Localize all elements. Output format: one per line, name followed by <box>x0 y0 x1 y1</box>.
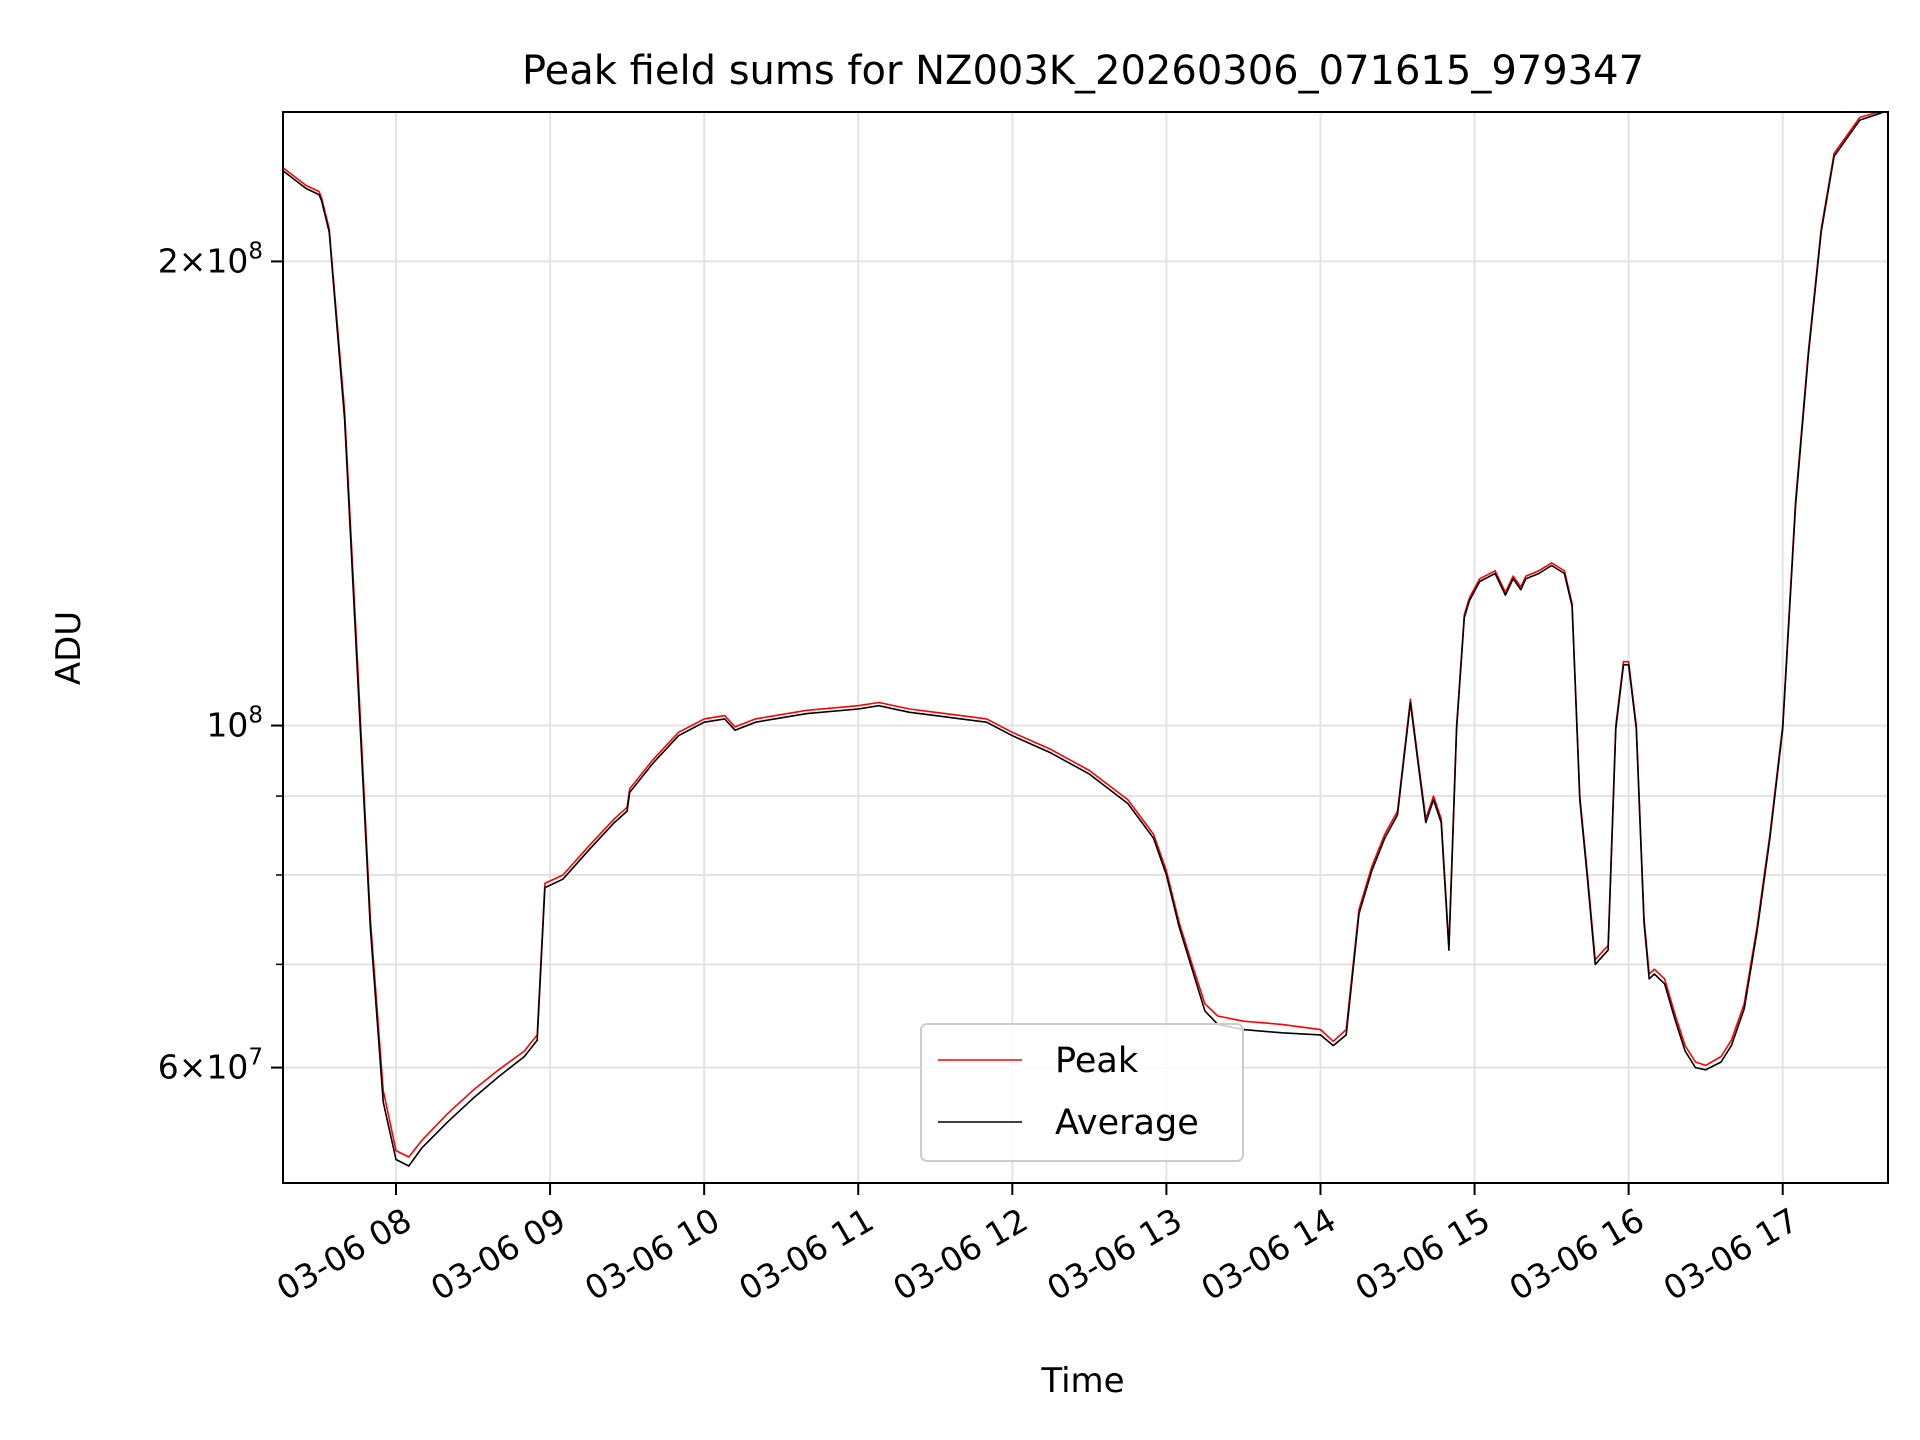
series-layer <box>283 112 1887 1167</box>
legend: Peak Average <box>920 1023 1244 1162</box>
plot-frame <box>282 111 1889 1184</box>
legend-box <box>920 1023 1244 1162</box>
y-tick-label: 2×108 <box>158 238 263 280</box>
series-line-average <box>283 112 1887 1167</box>
y-axis: 6×107 108 2×108 <box>158 238 283 1087</box>
legend-label-average: Average <box>1055 1103 1199 1143</box>
chart-title: Peak field sums for NZ003K_20260306_0716… <box>522 48 1644 94</box>
y-tick-label: 6×107 <box>158 1045 263 1087</box>
y-tick-label: 108 <box>206 703 263 745</box>
y-axis-label: ADU <box>49 611 89 685</box>
legend-label-peak: Peak <box>1055 1041 1139 1081</box>
x-axis-label: Time <box>1040 1361 1124 1401</box>
